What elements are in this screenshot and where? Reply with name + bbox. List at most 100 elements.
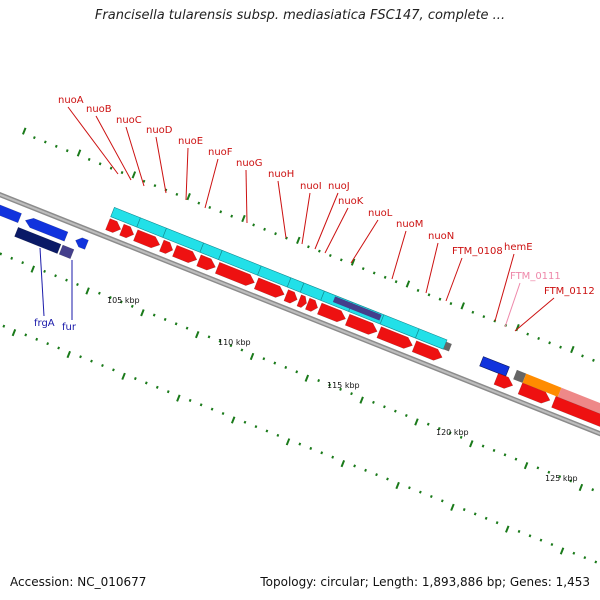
leader-line xyxy=(350,219,379,264)
backbone-highlight xyxy=(0,193,600,435)
scale-labels: 105 kbp 110 kbp 115 kbp 120 kbp 125 kbp xyxy=(107,296,578,483)
tick-mark xyxy=(295,370,299,374)
tick-mark xyxy=(503,453,507,457)
forward-gene xyxy=(376,326,413,349)
tick-mark xyxy=(263,227,266,231)
gene-label: fur xyxy=(62,322,77,333)
tick-mark xyxy=(517,529,521,533)
tick-mark xyxy=(24,333,28,337)
tick-mark xyxy=(207,335,211,339)
tick-mark xyxy=(152,313,156,317)
tick-mark xyxy=(76,149,82,157)
cds-divider xyxy=(320,290,325,301)
tick-mark xyxy=(462,508,466,512)
tick-mark xyxy=(559,345,562,349)
gene-label: nuoL xyxy=(368,208,393,219)
reverse-gene xyxy=(24,218,69,242)
gene-label: nuoB xyxy=(86,104,112,115)
leader-line xyxy=(95,115,132,181)
tick-mark xyxy=(460,302,465,310)
tick-mark xyxy=(528,534,532,538)
leader-line xyxy=(504,282,521,328)
leader-line xyxy=(204,158,219,209)
cds-bars xyxy=(110,207,600,414)
tick-mark xyxy=(359,396,364,404)
tick-mark xyxy=(375,473,378,477)
leader-line xyxy=(155,136,167,194)
tick-mark xyxy=(408,486,411,490)
tick-mark xyxy=(131,171,137,179)
forward-gene xyxy=(551,395,600,427)
gene-label: nuoN xyxy=(428,231,454,242)
tick-marks xyxy=(0,127,598,564)
tick-mark xyxy=(252,223,256,227)
scale-label: 125 kbp xyxy=(545,474,578,483)
tick-mark xyxy=(581,354,584,358)
forward-gene xyxy=(214,261,255,286)
tick-mark xyxy=(108,296,112,300)
tick-mark xyxy=(320,451,324,455)
tick-mark xyxy=(526,332,530,336)
tick-mark xyxy=(482,315,486,319)
gene-label: nuoA xyxy=(58,95,84,106)
gene-label: nuoG xyxy=(236,158,263,169)
tick-mark xyxy=(195,330,200,339)
scale-label: 110 kbp xyxy=(218,338,251,347)
tick-mark xyxy=(46,342,50,346)
reverse-gene xyxy=(75,237,89,250)
tick-mark xyxy=(438,297,442,301)
forward-gene xyxy=(283,289,298,304)
tick-mark xyxy=(85,287,90,295)
cds-divider xyxy=(257,265,262,276)
tick-mark xyxy=(427,293,431,297)
gray-gene xyxy=(513,369,527,383)
tick-mark xyxy=(199,403,203,407)
tick-mark xyxy=(317,249,321,253)
tick-mark xyxy=(43,269,46,273)
tick-mark xyxy=(174,322,178,326)
tick-mark xyxy=(473,512,477,516)
tick-mark xyxy=(505,525,510,533)
salmon-gene xyxy=(557,387,600,414)
tick-mark xyxy=(175,192,179,196)
tick-mark xyxy=(353,464,356,468)
tick-mark xyxy=(372,271,376,275)
reverse-gene xyxy=(479,356,510,377)
tick-mark xyxy=(317,379,321,383)
forward-gene xyxy=(133,229,161,249)
tick-mark xyxy=(569,479,573,483)
gene-label: nuoD xyxy=(146,125,173,136)
tick-mark xyxy=(112,368,115,372)
tick-mark xyxy=(450,503,455,511)
tick-mark xyxy=(65,149,69,153)
tick-mark xyxy=(492,448,496,452)
gene-label: nuoH xyxy=(268,169,294,180)
tick-mark xyxy=(218,339,222,343)
tick-mark xyxy=(578,483,584,492)
leader-line xyxy=(314,192,339,250)
gene-label: nuoI xyxy=(300,181,322,192)
leader-line xyxy=(277,180,287,239)
label-leader-lines xyxy=(39,106,555,332)
tick-mark xyxy=(90,359,93,363)
tick-mark xyxy=(429,494,433,499)
tick-mark xyxy=(339,258,343,262)
tick-mark xyxy=(142,179,146,183)
tick-mark xyxy=(32,136,36,140)
tick-mark xyxy=(140,309,145,317)
forward-gene xyxy=(159,239,174,254)
tick-mark xyxy=(296,236,301,244)
tick-mark xyxy=(133,377,137,381)
tick-mark xyxy=(414,418,419,426)
tick-mark xyxy=(309,446,313,450)
tick-mark xyxy=(166,390,170,394)
tick-mark xyxy=(76,282,79,287)
forward-gene xyxy=(196,254,216,271)
tick-mark xyxy=(331,455,335,459)
tick-mark xyxy=(298,442,302,446)
tick-mark xyxy=(65,278,68,282)
cds-divider xyxy=(379,314,385,325)
tick-mark xyxy=(550,542,554,547)
